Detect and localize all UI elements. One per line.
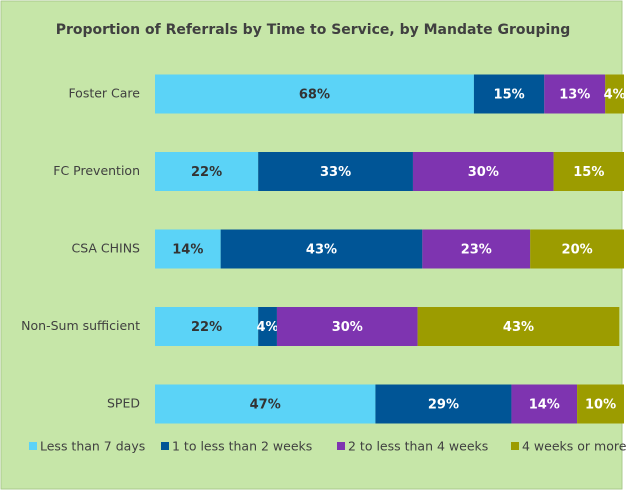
bar-segment [220,229,423,269]
category-label: CSA CHINS [71,241,140,256]
data-label: 43% [306,243,337,258]
data-label: 22% [191,320,222,335]
legend-label: 2 to less than 4 weeks [348,439,488,454]
data-label: 47% [250,398,281,413]
bar-segment [417,307,620,346]
bar-segment [530,229,624,269]
data-label: 14% [529,398,560,413]
data-label: 29% [428,398,459,413]
data-label: 4% [604,88,626,103]
bar-segment [412,152,554,191]
bar-segment [511,384,578,424]
bar-segment [544,74,606,114]
category-label: SPED [107,396,140,411]
data-label: 20% [562,243,593,258]
category-label: Non-Sum sufficient [21,318,140,333]
legend-swatch [337,442,345,450]
bar-segment [577,384,624,424]
data-label: 33% [320,165,351,180]
bar-segment [155,74,474,114]
data-label: 22% [191,165,222,180]
bar-segment [553,152,624,191]
data-label: 4% [257,320,279,335]
bar-segment [155,307,259,346]
bar-segment [155,229,221,269]
data-label: 15% [573,165,604,180]
chart-title: Proportion of Referrals by Time to Servi… [56,22,571,38]
legend-label: 1 to less than 2 weeks [172,439,312,454]
data-label: 23% [461,243,492,258]
bar-segment [473,74,545,114]
bar-segment [155,152,259,191]
bar-segment [276,307,418,346]
data-label: 30% [468,165,499,180]
category-label: FC Prevention [53,163,140,178]
data-label: 14% [172,243,203,258]
bar-segment [258,307,277,346]
legend-swatch [29,442,37,450]
data-label: 15% [494,88,525,103]
data-label: 43% [503,320,534,335]
legend-swatch [511,442,519,450]
data-label: 68% [299,88,330,103]
data-label: 30% [332,320,363,335]
legend-label: 4 weeks or more [522,439,626,454]
data-label: 10% [585,398,616,413]
category-label: Foster Care [68,86,140,101]
legend-label: Less than 7 days [40,439,145,454]
data-label: 13% [559,88,590,103]
legend-swatch [161,442,169,450]
bar-segment [605,74,624,114]
bar-segment [375,384,512,424]
bar-segment [155,384,376,424]
bar-segment [422,229,531,269]
bar-segment [258,152,413,191]
